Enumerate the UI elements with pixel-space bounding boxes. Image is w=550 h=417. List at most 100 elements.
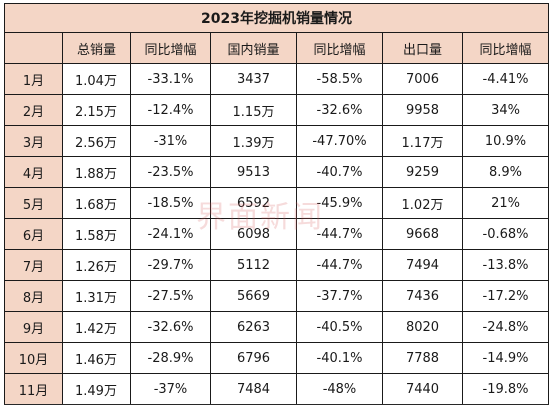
- table-title[interactable]: 2023年挖掘机销量情况: [3, 3, 550, 33]
- table-cell[interactable]: 7788: [382, 342, 463, 374]
- table-cell[interactable]: 9513: [210, 156, 297, 188]
- table-row: 1月 1.04万 -33.1% 3437 -58.5% 7006 -4.41%: [4, 63, 550, 95]
- column-header[interactable]: 同比增幅: [296, 32, 383, 64]
- table-cell[interactable]: 5669: [210, 280, 297, 312]
- table-row: 8月 1.31万 -27.5% 5669 -37.7% 7436 -17.2%: [4, 280, 550, 312]
- table-cell[interactable]: 6796: [210, 342, 297, 374]
- table-row: 9月 1.42万 -32.6% 6263 -40.5% 8020 -24.8%: [4, 311, 550, 343]
- row-header-month[interactable]: 11月: [4, 373, 63, 405]
- table-cell[interactable]: -31%: [130, 125, 211, 157]
- column-header[interactable]: 总销量: [62, 32, 131, 64]
- header-corner-cell[interactable]: [4, 32, 63, 64]
- table-cell[interactable]: 1.46万: [62, 342, 131, 374]
- table-cell[interactable]: 8.9%: [461, 156, 550, 188]
- table-row: 3月 2.56万 -31% 1.39万 -47.70% 1.17万 10.9%: [4, 125, 550, 157]
- table-cell[interactable]: 2.15万: [62, 94, 131, 126]
- row-header-month[interactable]: 4月: [4, 156, 63, 188]
- table-cell[interactable]: 5112: [210, 249, 297, 281]
- table-cell[interactable]: 1.15万: [210, 94, 297, 126]
- row-header-month[interactable]: 9月: [4, 311, 63, 343]
- column-header[interactable]: 同比增幅: [461, 32, 550, 64]
- table-cell[interactable]: -17.2%: [461, 280, 550, 312]
- row-header-month[interactable]: 7月: [4, 249, 63, 281]
- row-header-month[interactable]: 10月: [4, 342, 63, 374]
- table-cell[interactable]: 8020: [382, 311, 463, 343]
- table-cell[interactable]: -45.9%: [296, 187, 383, 219]
- bottom-fade: [0, 403, 550, 417]
- table-cell[interactable]: 7484: [210, 373, 297, 405]
- table-cell[interactable]: 9958: [382, 94, 463, 126]
- table-cell[interactable]: -37%: [130, 373, 211, 405]
- row-header-month[interactable]: 5月: [4, 187, 63, 219]
- table-row: 4月 1.88万 -23.5% 9513 -40.7% 9259 8.9%: [4, 156, 550, 188]
- table-cell[interactable]: -0.68%: [461, 218, 550, 250]
- table-cell[interactable]: 1.42万: [62, 311, 131, 343]
- table-cell[interactable]: -40.1%: [296, 342, 383, 374]
- table-cell[interactable]: 7006: [382, 63, 463, 95]
- table-cell[interactable]: -28.9%: [130, 342, 211, 374]
- table-cell[interactable]: 7494: [382, 249, 463, 281]
- row-header-month[interactable]: 3月: [4, 125, 63, 157]
- table-cell[interactable]: -48%: [296, 373, 383, 405]
- table-cell[interactable]: 21%: [461, 187, 550, 219]
- row-header-month[interactable]: 1月: [4, 63, 63, 95]
- table-row: 7月 1.26万 -29.7% 5112 -44.7% 7494 -13.8%: [4, 249, 550, 281]
- column-header[interactable]: 出口量: [382, 32, 463, 64]
- table-cell[interactable]: 9668: [382, 218, 463, 250]
- sales-table: 2023年挖掘机销量情况 总销量 同比增幅 国内销量 同比增幅 出口量 同比增幅 1月 1.…: [3, 3, 550, 405]
- row-header-month[interactable]: 8月: [4, 280, 63, 312]
- table-cell[interactable]: -44.7%: [296, 249, 383, 281]
- table-title-row: 2023年挖掘机销量情况: [3, 3, 550, 33]
- table-row: 2月 2.15万 -12.4% 1.15万 -32.6% 9958 34%: [4, 94, 550, 126]
- table-cell[interactable]: -24.8%: [461, 311, 550, 343]
- table-cell[interactable]: -23.5%: [130, 156, 211, 188]
- table-row: 10月 1.46万 -28.9% 6796 -40.1% 7788 -14.9%: [4, 342, 550, 374]
- table-cell[interactable]: -12.4%: [130, 94, 211, 126]
- table-cell[interactable]: 1.58万: [62, 218, 131, 250]
- table-cell[interactable]: 1.49万: [62, 373, 131, 405]
- column-header[interactable]: 国内销量: [210, 32, 297, 64]
- table-cell[interactable]: 1.26万: [62, 249, 131, 281]
- table-row: 5月 1.68万 -18.5% 6592 -45.9% 1.02万 21%: [4, 187, 550, 219]
- table-cell[interactable]: -18.5%: [130, 187, 211, 219]
- table-cell[interactable]: 7440: [382, 373, 463, 405]
- table-cell[interactable]: -37.7%: [296, 280, 383, 312]
- table-cell[interactable]: 1.17万: [382, 125, 463, 157]
- table-cell[interactable]: 1.88万: [62, 156, 131, 188]
- table-cell[interactable]: -14.9%: [461, 342, 550, 374]
- table-cell[interactable]: 1.39万: [210, 125, 297, 157]
- row-header-month[interactable]: 6月: [4, 218, 63, 250]
- table-cell[interactable]: 6263: [210, 311, 297, 343]
- table-cell[interactable]: 6592: [210, 187, 297, 219]
- table-cell[interactable]: 7436: [382, 280, 463, 312]
- table-cell[interactable]: -27.5%: [130, 280, 211, 312]
- table-cell[interactable]: -13.8%: [461, 249, 550, 281]
- table-cell[interactable]: 1.31万: [62, 280, 131, 312]
- table-row: 11月 1.49万 -37% 7484 -48% 7440 -19.8%: [4, 373, 550, 405]
- table-cell[interactable]: 2.56万: [62, 125, 131, 157]
- table-cell[interactable]: -19.8%: [461, 373, 550, 405]
- table-cell[interactable]: -24.1%: [130, 218, 211, 250]
- table-cell[interactable]: -47.70%: [296, 125, 383, 157]
- column-header[interactable]: 同比增幅: [130, 32, 211, 64]
- table-cell[interactable]: 3437: [210, 63, 297, 95]
- table-cell[interactable]: -29.7%: [130, 249, 211, 281]
- table-cell[interactable]: -40.5%: [296, 311, 383, 343]
- table-cell[interactable]: -40.7%: [296, 156, 383, 188]
- table-cell[interactable]: -32.6%: [130, 311, 211, 343]
- table-cell[interactable]: 1.04万: [62, 63, 131, 95]
- table-cell[interactable]: 1.68万: [62, 187, 131, 219]
- row-header-month[interactable]: 2月: [4, 94, 63, 126]
- table-cell[interactable]: -58.5%: [296, 63, 383, 95]
- table-cell[interactable]: 6098: [210, 218, 297, 250]
- table-cell[interactable]: -44.7%: [296, 218, 383, 250]
- table-cell[interactable]: 9259: [382, 156, 463, 188]
- table-cell[interactable]: -4.41%: [461, 63, 550, 95]
- table-cell[interactable]: -32.6%: [296, 94, 383, 126]
- table-cell[interactable]: 34%: [461, 94, 550, 126]
- table-cell[interactable]: 10.9%: [461, 125, 550, 157]
- table-cell[interactable]: 1.02万: [382, 187, 463, 219]
- table-cell[interactable]: -33.1%: [130, 63, 211, 95]
- table-row: 6月 1.58万 -24.1% 6098 -44.7% 9668 -0.68%: [4, 218, 550, 250]
